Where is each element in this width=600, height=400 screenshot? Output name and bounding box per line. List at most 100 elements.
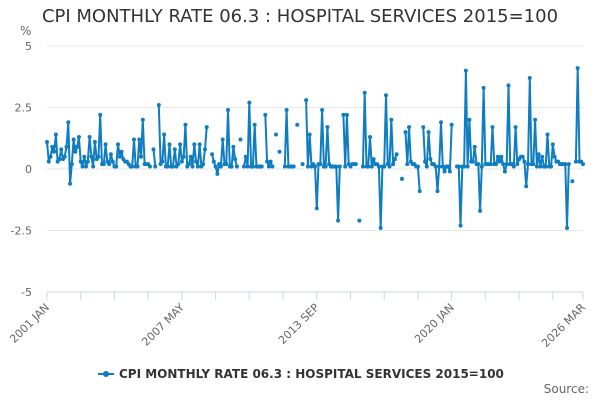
data-point[interactable] — [62, 154, 67, 159]
data-point[interactable] — [176, 162, 181, 167]
data-point[interactable] — [195, 164, 200, 169]
data-point[interactable] — [403, 130, 408, 135]
data-point[interactable] — [417, 189, 422, 194]
data-point[interactable] — [192, 142, 197, 147]
data-point[interactable] — [405, 162, 410, 167]
data-point[interactable] — [96, 154, 101, 159]
legend-item[interactable]: CPI MONTHLY RATE 06.3 : HOSPITAL SERVICE… — [119, 367, 504, 381]
data-point[interactable] — [399, 176, 404, 181]
data-point[interactable] — [437, 164, 442, 169]
data-point[interactable] — [226, 107, 231, 112]
data-point[interactable] — [52, 149, 57, 154]
data-point[interactable] — [337, 164, 342, 169]
data-point[interactable] — [46, 159, 51, 164]
data-point[interactable] — [213, 164, 218, 169]
data-point[interactable] — [376, 164, 381, 169]
data-point[interactable] — [188, 154, 193, 159]
data-point[interactable] — [382, 164, 387, 169]
data-point[interactable] — [82, 154, 87, 159]
data-point[interactable] — [313, 164, 317, 169]
data-point[interactable] — [549, 164, 554, 169]
data-point[interactable] — [323, 164, 328, 169]
data-point[interactable] — [383, 93, 388, 98]
data-point[interactable] — [478, 208, 483, 213]
data-point[interactable] — [369, 164, 374, 169]
data-point[interactable] — [250, 164, 255, 169]
data-point[interactable] — [525, 162, 530, 167]
data-point[interactable] — [334, 164, 339, 169]
data-point[interactable] — [110, 159, 115, 164]
data-point[interactable] — [80, 164, 85, 169]
data-point[interactable] — [242, 164, 247, 169]
data-point[interactable] — [231, 144, 236, 149]
data-point[interactable] — [291, 164, 296, 169]
data-point[interactable] — [66, 120, 71, 125]
data-point[interactable] — [543, 164, 548, 169]
data-point[interactable] — [421, 125, 426, 130]
data-point[interactable] — [449, 122, 454, 127]
data-point[interactable] — [428, 157, 433, 162]
data-point[interactable] — [570, 179, 575, 184]
data-point[interactable] — [238, 137, 243, 142]
data-point[interactable] — [362, 90, 367, 95]
data-point[interactable] — [391, 162, 396, 167]
data-point[interactable] — [511, 164, 516, 169]
data-point[interactable] — [252, 122, 257, 127]
data-point[interactable] — [320, 107, 325, 112]
data-point[interactable] — [378, 226, 383, 231]
data-point[interactable] — [101, 162, 106, 167]
data-point[interactable] — [341, 112, 346, 117]
data-point[interactable] — [68, 181, 73, 186]
data-point[interactable] — [50, 144, 55, 149]
data-point[interactable] — [181, 154, 186, 159]
data-point[interactable] — [433, 164, 438, 169]
data-point[interactable] — [130, 164, 135, 169]
data-point[interactable] — [202, 147, 207, 152]
data-point[interactable] — [151, 147, 156, 152]
data-point[interactable] — [536, 152, 541, 157]
data-point[interactable] — [387, 164, 392, 169]
data-point[interactable] — [506, 83, 511, 88]
data-point[interactable] — [494, 162, 499, 167]
data-point[interactable] — [210, 152, 215, 157]
data-point[interactable] — [366, 164, 371, 169]
data-point[interactable] — [504, 162, 509, 167]
data-point[interactable] — [566, 162, 571, 167]
data-point[interactable] — [224, 162, 229, 167]
data-point[interactable] — [194, 159, 199, 164]
data-point[interactable] — [522, 159, 527, 164]
data-point[interactable] — [233, 157, 238, 162]
data-point[interactable] — [87, 135, 92, 140]
data-point[interactable] — [470, 159, 475, 164]
data-point[interactable] — [234, 164, 239, 169]
data-point[interactable] — [147, 164, 152, 169]
data-point[interactable] — [481, 85, 486, 90]
data-point[interactable] — [73, 149, 78, 154]
data-point[interactable] — [243, 154, 248, 159]
data-point[interactable] — [211, 159, 216, 164]
data-point[interactable] — [435, 189, 440, 194]
data-point[interactable] — [495, 154, 500, 159]
data-point[interactable] — [89, 154, 94, 159]
data-point[interactable] — [119, 149, 124, 154]
data-point[interactable] — [178, 142, 183, 147]
data-point[interactable] — [524, 184, 529, 189]
data-point[interactable] — [153, 164, 158, 169]
data-point[interactable] — [162, 132, 167, 137]
data-point[interactable] — [48, 154, 53, 159]
data-point[interactable] — [76, 135, 81, 140]
data-point[interactable] — [325, 125, 330, 130]
data-point[interactable] — [114, 164, 119, 169]
data-point[interactable] — [268, 159, 273, 164]
data-point[interactable] — [91, 164, 96, 169]
data-point[interactable] — [389, 117, 394, 122]
data-point[interactable] — [172, 147, 177, 152]
data-point[interactable] — [497, 159, 502, 164]
data-point[interactable] — [92, 139, 97, 144]
data-point[interactable] — [75, 144, 80, 149]
data-point[interactable] — [282, 164, 287, 169]
data-point[interactable] — [263, 112, 268, 117]
data-point[interactable] — [426, 130, 431, 135]
data-point[interactable] — [515, 162, 520, 167]
data-point[interactable] — [270, 164, 275, 169]
